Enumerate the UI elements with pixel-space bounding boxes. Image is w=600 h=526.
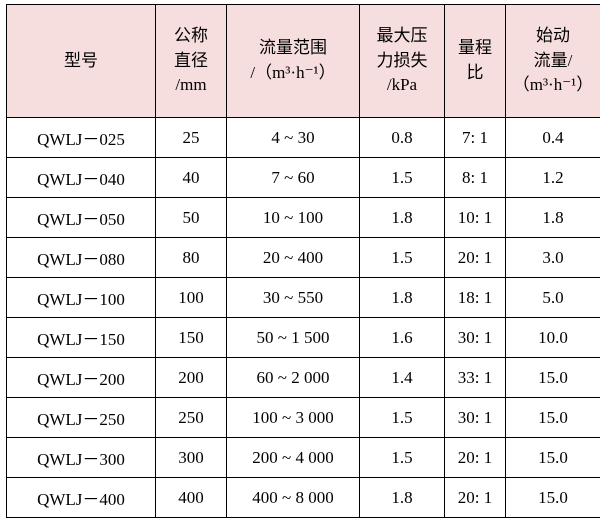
cell-nominal-diameter: 40 (155, 157, 227, 198)
header-cell-nominal-diameter: 公称 直径 /mm (155, 4, 227, 118)
cell-nominal-diameter: 150 (155, 317, 227, 358)
cell-starting-flow: 10.0 (505, 317, 600, 358)
table-row: QWLJ－150 150 50 ~ 1 500 1.6 30: 1 10.0 (6, 317, 600, 358)
header-ratio-line-2: 比 (466, 63, 484, 82)
cell-max-pressure-loss: 1.8 (359, 197, 445, 238)
cell-starting-flow: 1.2 (505, 157, 600, 198)
cell-model: QWLJ－150 (6, 317, 156, 358)
cell-flow-range: 50 ~ 1 500 (226, 317, 360, 358)
specification-table: 型号 公称 直径 /mm 流量范围 /（m³·h⁻¹） 最大压 力损失 /kPa (6, 4, 600, 518)
cell-turndown-ratio: 8: 1 (444, 157, 506, 198)
table-row: QWLJ－400 400 400 ~ 8 000 1.8 20: 1 15.0 (6, 477, 600, 518)
cell-model: QWLJ－400 (6, 477, 156, 518)
table-row: QWLJ－250 250 100 ~ 3 000 1.5 30: 1 15.0 (6, 397, 600, 438)
header-ratio-line-1: 量程 (458, 38, 492, 58)
cell-turndown-ratio: 20: 1 (444, 477, 506, 518)
cell-max-pressure-loss: 1.6 (359, 317, 445, 358)
cell-starting-flow: 15.0 (505, 357, 600, 398)
cell-turndown-ratio: 20: 1 (444, 237, 506, 278)
header-row: 型号 公称 直径 /mm 流量范围 /（m³·h⁻¹） 最大压 力损失 /kPa (6, 4, 600, 118)
cell-starting-flow: 15.0 (505, 477, 600, 518)
header-loss-line-1: 最大压 (376, 26, 428, 46)
cell-turndown-ratio: 30: 1 (444, 397, 506, 438)
cell-max-pressure-loss: 1.5 (359, 397, 445, 438)
header-range-line-1: 流量范围 (259, 38, 327, 58)
cell-nominal-diameter: 50 (155, 197, 227, 238)
table-row: QWLJ－040 40 7 ~ 60 1.5 8: 1 1.2 (6, 157, 600, 198)
table-body: QWLJ－025 25 4 ~ 30 0.8 7: 1 0.4 QWLJ－040 40 7 ~ … (6, 117, 600, 518)
header-start-line-3: （m³·h⁻¹） (512, 75, 594, 95)
cell-nominal-diameter: 100 (155, 277, 227, 318)
header-dn-line-1: 公称 (174, 26, 208, 46)
cell-model: QWLJ－050 (6, 197, 156, 238)
cell-starting-flow: 15.0 (505, 437, 600, 478)
header-model-line-1: 型号 (64, 50, 98, 70)
cell-max-pressure-loss: 1.8 (359, 277, 445, 318)
cell-starting-flow: 5.0 (505, 277, 600, 318)
cell-flow-range: 200 ~ 4 000 (226, 437, 360, 478)
cell-model: QWLJ－025 (6, 117, 156, 158)
header-dn-line-2: 直径 (174, 50, 208, 70)
cell-starting-flow: 3.0 (505, 237, 600, 278)
cell-model: QWLJ－100 (6, 277, 156, 318)
cell-flow-range: 7 ~ 60 (226, 157, 360, 198)
cell-nominal-diameter: 25 (155, 117, 227, 158)
cell-nominal-diameter: 200 (155, 357, 227, 398)
cell-turndown-ratio: 20: 1 (444, 437, 506, 478)
cell-nominal-diameter: 400 (155, 477, 227, 518)
cell-max-pressure-loss: 1.5 (359, 157, 445, 198)
header-cell-starting-flow: 始动 流量/ （m³·h⁻¹） (505, 4, 600, 118)
header-start-line-2: 流量/ (533, 50, 573, 70)
cell-starting-flow: 1.8 (505, 197, 600, 238)
cell-max-pressure-loss: 1.4 (359, 357, 445, 398)
table-row: QWLJ－080 80 20 ~ 400 1.5 20: 1 3.0 (6, 237, 600, 278)
cell-max-pressure-loss: 0.8 (359, 117, 445, 158)
cell-model: QWLJ－300 (6, 437, 156, 478)
cell-flow-range: 400 ~ 8 000 (226, 477, 360, 518)
table-row: QWLJ－200 200 60 ~ 2 000 1.4 33: 1 15.0 (6, 357, 600, 398)
header-range-line-2: /（m³·h⁻¹） (250, 63, 336, 82)
cell-turndown-ratio: 30: 1 (444, 317, 506, 358)
table-row: QWLJ－100 100 30 ~ 550 1.8 18: 1 5.0 (6, 277, 600, 318)
cell-nominal-diameter: 80 (155, 237, 227, 278)
cell-flow-range: 10 ~ 100 (226, 197, 360, 238)
header-loss-line-2: 力损失 (376, 50, 428, 70)
header-cell-model: 型号 (6, 4, 156, 118)
cell-nominal-diameter: 250 (155, 397, 227, 438)
cell-max-pressure-loss: 1.5 (359, 237, 445, 278)
table-row: QWLJ－300 300 200 ~ 4 000 1.5 20: 1 15.0 (6, 437, 600, 478)
cell-model: QWLJ－080 (6, 237, 156, 278)
cell-nominal-diameter: 300 (155, 437, 227, 478)
cell-model: QWLJ－040 (6, 157, 156, 198)
header-dn-line-3: /mm (175, 75, 207, 95)
header-start-line-1: 始动 (536, 26, 570, 46)
header-cell-turndown-ratio: 量程 比 (444, 4, 506, 118)
cell-turndown-ratio: 33: 1 (444, 357, 506, 398)
cell-starting-flow: 15.0 (505, 397, 600, 438)
table-row: QWLJ－050 50 10 ~ 100 1.8 10: 1 1.8 (6, 197, 600, 238)
cell-flow-range: 60 ~ 2 000 (226, 357, 360, 398)
cell-flow-range: 4 ~ 30 (226, 117, 360, 158)
header-cell-max-pressure-loss: 最大压 力损失 /kPa (359, 4, 445, 118)
cell-turndown-ratio: 10: 1 (444, 197, 506, 238)
cell-flow-range: 20 ~ 400 (226, 237, 360, 278)
cell-starting-flow: 0.4 (505, 117, 600, 158)
cell-flow-range: 100 ~ 3 000 (226, 397, 360, 438)
cell-model: QWLJ－250 (6, 397, 156, 438)
cell-turndown-ratio: 18: 1 (444, 277, 506, 318)
cell-turndown-ratio: 7: 1 (444, 117, 506, 158)
cell-model: QWLJ－200 (6, 357, 156, 398)
cell-max-pressure-loss: 1.5 (359, 437, 445, 478)
cell-max-pressure-loss: 1.8 (359, 477, 445, 518)
cell-flow-range: 30 ~ 550 (226, 277, 360, 318)
table-row: QWLJ－025 25 4 ~ 30 0.8 7: 1 0.4 (6, 117, 600, 158)
header-cell-flow-range: 流量范围 /（m³·h⁻¹） (226, 4, 360, 118)
table-header: 型号 公称 直径 /mm 流量范围 /（m³·h⁻¹） 最大压 力损失 /kPa (6, 4, 600, 118)
header-loss-line-3: /kPa (386, 75, 418, 95)
